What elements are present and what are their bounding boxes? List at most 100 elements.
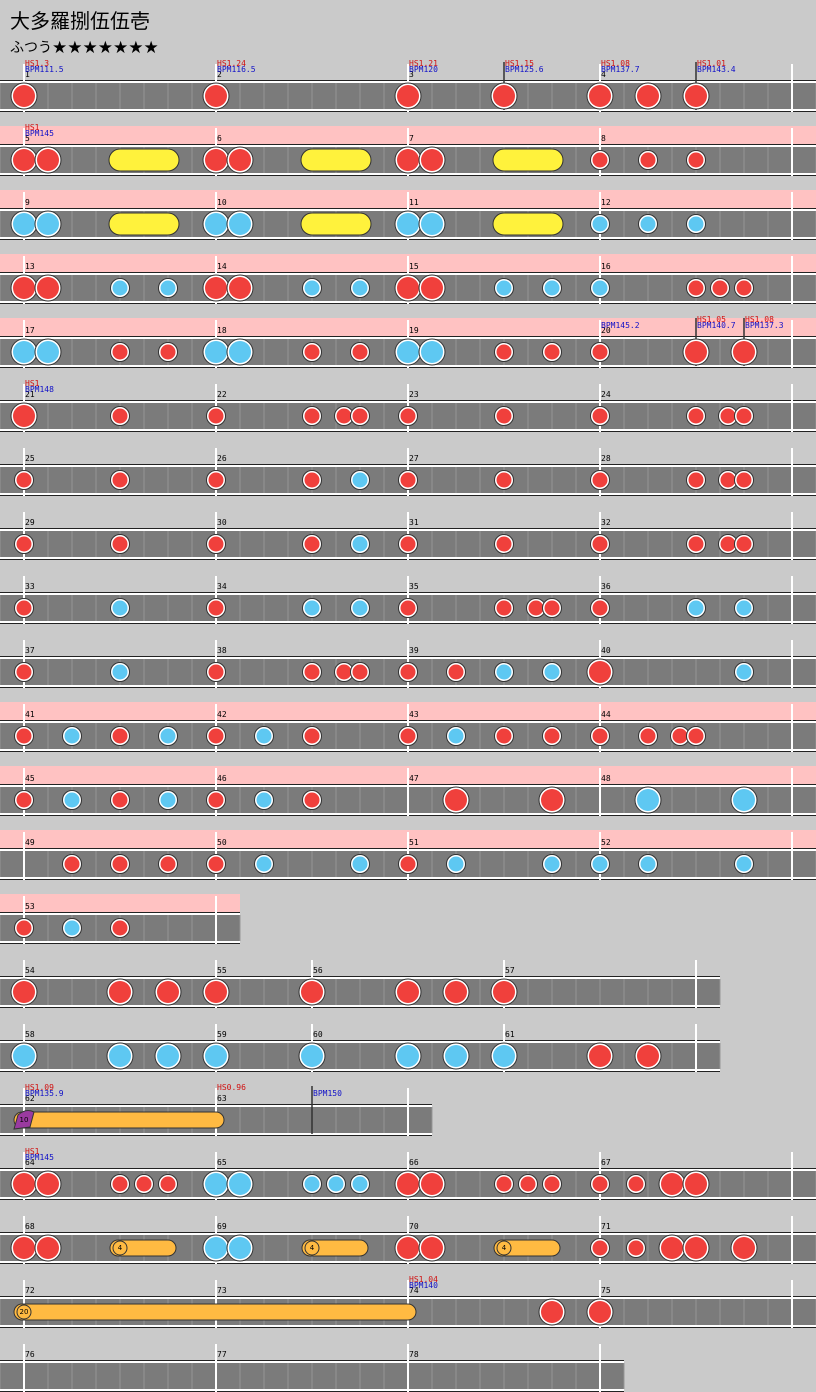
- measure-number: 43: [409, 710, 419, 719]
- note: [110, 534, 130, 554]
- hs-label: HS1.21: [409, 59, 438, 68]
- note: [226, 338, 254, 366]
- measure-number: 35: [409, 582, 419, 591]
- note-face: [421, 1237, 443, 1259]
- bpm-label: BPM148: [25, 385, 54, 394]
- measure-number: 28: [601, 454, 611, 463]
- note: [398, 470, 418, 490]
- measure-number: 22: [217, 390, 227, 399]
- measure-number: 55: [217, 966, 227, 975]
- note-face: [397, 85, 419, 107]
- note-face: [352, 856, 368, 872]
- note-face: [544, 344, 560, 360]
- note: [326, 1174, 346, 1194]
- measure-number: 19: [409, 326, 419, 335]
- bpm-label: BPM140.7: [697, 321, 736, 330]
- measure-number: 26: [217, 454, 227, 463]
- note: [206, 534, 226, 554]
- note-face: [544, 856, 560, 872]
- note: [590, 150, 610, 170]
- note: [302, 1174, 322, 1194]
- note: [14, 662, 34, 682]
- note: [298, 1042, 326, 1070]
- note-face: [493, 85, 515, 107]
- note-face: [544, 728, 560, 744]
- note: [226, 146, 254, 174]
- note: [710, 278, 730, 298]
- note-face: [112, 536, 128, 552]
- note: [110, 598, 130, 618]
- note-face: [109, 1045, 131, 1067]
- note: [394, 146, 422, 174]
- note-face: [205, 277, 227, 299]
- note-face: [304, 472, 320, 488]
- note-face: [589, 85, 611, 107]
- note: [350, 278, 370, 298]
- measure-number: 72: [25, 1286, 35, 1295]
- hs-label: HS1.01: [697, 59, 726, 68]
- note: [490, 1042, 518, 1070]
- measure-number: 27: [409, 454, 419, 463]
- note-face: [208, 536, 224, 552]
- note-face: [541, 789, 563, 811]
- note: [14, 598, 34, 618]
- measure-number: 10: [217, 198, 227, 207]
- measure-number: 57: [505, 966, 515, 975]
- note-face: [304, 344, 320, 360]
- note: [418, 210, 446, 238]
- note: [490, 978, 518, 1006]
- note-face: [112, 408, 128, 424]
- note-face: [112, 728, 128, 744]
- note: [14, 534, 34, 554]
- roll-count: 4: [310, 1244, 315, 1252]
- note: [394, 1170, 422, 1198]
- note: [394, 82, 422, 110]
- note: [202, 1234, 230, 1262]
- measure-number: 65: [217, 1158, 227, 1167]
- measure-number: 29: [25, 518, 35, 527]
- measure-number: 1: [25, 70, 30, 79]
- note: [718, 470, 738, 490]
- note-face: [304, 1176, 320, 1192]
- note: [394, 1042, 422, 1070]
- measure-number: 15: [409, 262, 419, 271]
- note: [206, 598, 226, 618]
- note-face: [229, 1237, 251, 1259]
- note: [542, 278, 562, 298]
- drumroll: [109, 1239, 177, 1257]
- measure-number: 34: [217, 582, 227, 591]
- note-face: [136, 1176, 152, 1192]
- note-face: [421, 149, 443, 171]
- measure-number: 64: [25, 1158, 35, 1167]
- note-face: [157, 1045, 179, 1067]
- measure-number: 18: [217, 326, 227, 335]
- note-face: [256, 792, 272, 808]
- bpm-label: BPM150: [313, 1089, 342, 1098]
- note-face: [397, 149, 419, 171]
- note: [730, 786, 758, 814]
- note: [446, 726, 466, 746]
- note-face: [493, 1045, 515, 1067]
- note: [518, 1174, 538, 1194]
- note: [202, 338, 230, 366]
- measure-number: 69: [217, 1222, 227, 1231]
- note: [586, 1298, 614, 1326]
- note: [418, 338, 446, 366]
- note: [10, 82, 38, 110]
- bpm-label: BPM143.4: [697, 65, 736, 74]
- note: [14, 918, 34, 938]
- note-face: [640, 856, 656, 872]
- note: [202, 210, 230, 238]
- note: [10, 274, 38, 302]
- measure-number: 54: [25, 966, 35, 975]
- note: [634, 1042, 662, 1070]
- note: [442, 978, 470, 1006]
- note-face: [688, 536, 704, 552]
- note-face: [592, 408, 608, 424]
- note-face: [445, 1045, 467, 1067]
- note-face: [301, 981, 323, 1003]
- note: [106, 1042, 134, 1070]
- measure-number: 40: [601, 646, 611, 655]
- note: [686, 534, 706, 554]
- measure-number: 48: [601, 774, 611, 783]
